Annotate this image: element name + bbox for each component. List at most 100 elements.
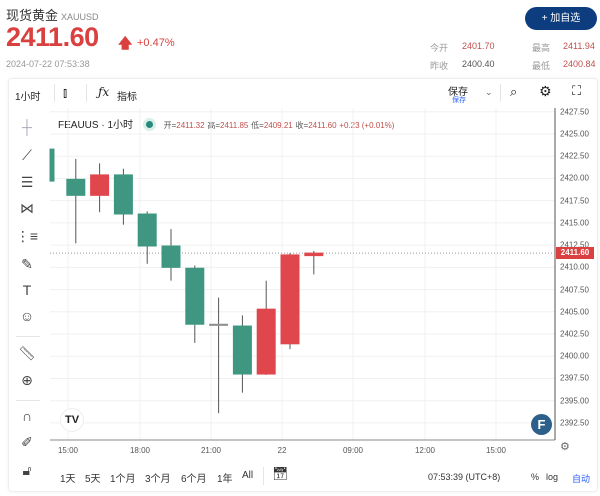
auto-toggle[interactable]: 自动 [572, 474, 591, 484]
divider [16, 336, 40, 337]
low-label: 低= [251, 121, 264, 130]
magnet-icon[interactable]: ∩ [21, 408, 33, 424]
high-value: 2411.85 [220, 121, 249, 130]
gear-icon[interactable]: ⚙ [539, 83, 552, 99]
candle-body [209, 323, 229, 326]
stat-value: 2411.94 [563, 41, 595, 51]
candle-body [161, 245, 181, 268]
candle-body [232, 325, 252, 375]
fullscreen-icon[interactable]: ⛶ [572, 83, 582, 98]
y-tick-label: 2420.00 [560, 173, 589, 183]
y-tick-label: 2415.00 [560, 218, 589, 228]
price-change: +0.47% [137, 37, 175, 49]
divider [16, 400, 40, 401]
pattern-icon[interactable]: ⋈ [20, 200, 34, 216]
range-button[interactable]: 1天 [60, 474, 76, 485]
divider [86, 84, 87, 102]
stat-value: 2400.40 [462, 59, 495, 69]
save-sublabel: 保存 [452, 97, 466, 104]
candle-type-icon[interactable]: ⫾ [63, 85, 68, 100]
candle-body [304, 252, 324, 257]
function-icon[interactable]: ƒx [98, 85, 110, 99]
zoom-in-icon[interactable]: ⊕ [21, 372, 33, 388]
chevron-down-icon[interactable]: ⌄ [485, 87, 493, 97]
quick-search-icon[interactable]: ⌕ [510, 84, 518, 99]
save-button[interactable]: 保存 [448, 87, 468, 98]
market-status-dot [145, 121, 153, 128]
change-value: +0.23 (+0.01%) [339, 121, 395, 130]
stat-value: 2401.70 [462, 41, 495, 51]
range-button[interactable]: 1个月 [110, 474, 136, 485]
last-price-label: 2411.60 [556, 247, 594, 260]
candle-body [90, 174, 110, 196]
y-tick-label: 2407.50 [560, 285, 589, 295]
stat-value: 2400.84 [563, 59, 596, 69]
clock-time[interactable]: 07:53:39 (UTC+8) [428, 472, 501, 482]
percent-toggle[interactable]: % [531, 472, 540, 482]
y-tick-label: 2412.50 [560, 240, 589, 250]
arrow-up-icon: 🡅 [118, 35, 133, 51]
y-tick-label: 2397.50 [560, 373, 589, 383]
calendar-icon[interactable]: 📅︎ [272, 466, 289, 481]
candle-body [137, 213, 157, 247]
high-label: 高= [207, 121, 221, 130]
x-tick-label: 21:00 [200, 446, 222, 455]
y-tick-label: 2417.50 [560, 196, 589, 206]
candle-body [256, 308, 276, 375]
add-watchlist-button[interactable]: + 加自选 [525, 7, 597, 30]
log-toggle[interactable]: log [546, 472, 559, 482]
instrument-symbol: XAUUSD [61, 12, 99, 22]
emoji-icon[interactable]: ☺ [19, 308, 35, 324]
timestamp: 2024-07-22 07:53:38 [6, 59, 90, 69]
f-badge-icon[interactable]: F [531, 414, 552, 435]
candle-body [113, 174, 133, 215]
range-button[interactable]: All [242, 470, 254, 481]
legend-symbol: FEAUUS · 1小时 [58, 120, 134, 131]
candle-body [185, 267, 205, 325]
stat-label: 昨收 [430, 61, 449, 71]
stat-label: 今开 [430, 43, 449, 53]
range-button[interactable]: 5天 [85, 474, 101, 485]
y-tick-label: 2392.50 [560, 418, 589, 428]
instrument-name: 现货黄金 [6, 8, 59, 23]
divider [500, 84, 501, 102]
indicators-button[interactable]: 指标 [117, 92, 137, 103]
close-label: 收= [295, 121, 309, 130]
open-value: 2411.32 [176, 121, 205, 130]
brush-icon[interactable]: ✎ [21, 256, 33, 272]
y-tick-label: 2402.50 [560, 329, 589, 339]
trend-line-icon[interactable]: ⟋ [22, 147, 32, 163]
y-tick-label: 2395.00 [560, 396, 589, 406]
interval-button[interactable]: 1小时 [15, 92, 41, 103]
instrument-title: 现货黄金 XAUUSD [6, 5, 99, 24]
range-button[interactable]: 1年 [217, 474, 233, 485]
fib-lines-icon[interactable]: ☰ [20, 174, 34, 190]
x-tick-label: 09:00 [342, 446, 364, 455]
range-button[interactable]: 6个月 [181, 474, 207, 485]
stat-label: 最低 [532, 61, 551, 71]
projection-icon[interactable]: ⋮≡ [15, 228, 39, 244]
y-tick-label: 2400.00 [560, 351, 589, 361]
candle-body [66, 178, 86, 196]
x-tick-label: 12:00 [414, 446, 436, 455]
divider [54, 84, 55, 102]
y-tick-label: 2405.00 [560, 307, 589, 317]
axis-settings-icon[interactable]: ⚙ [560, 441, 570, 453]
current-price: 2411.60 [6, 22, 99, 52]
ruler-icon[interactable]: 📏︎ [18, 345, 36, 361]
y-tick-label: 2425.00 [560, 129, 589, 139]
chart-legend: FEAUUS · 1小时 开=2411.32 高=2411.85 低=2409.… [58, 116, 394, 131]
y-tick-label: 2427.50 [560, 107, 589, 117]
range-button[interactable]: 3个月 [145, 474, 171, 485]
divider [263, 467, 264, 485]
lock-drawing-icon[interactable]: ✐ [21, 434, 33, 450]
text-icon[interactable]: T [22, 282, 32, 298]
y-tick-label: 2410.00 [560, 262, 589, 272]
stat-label: 最高 [532, 43, 551, 53]
unlock-icon[interactable]: 🔓︎ [22, 462, 32, 478]
crosshair-icon[interactable]: ┼ [22, 119, 32, 135]
tradingview-logo[interactable]: TV [60, 408, 84, 432]
close-value: 2411.60 [308, 121, 337, 130]
candle-body [280, 254, 300, 345]
